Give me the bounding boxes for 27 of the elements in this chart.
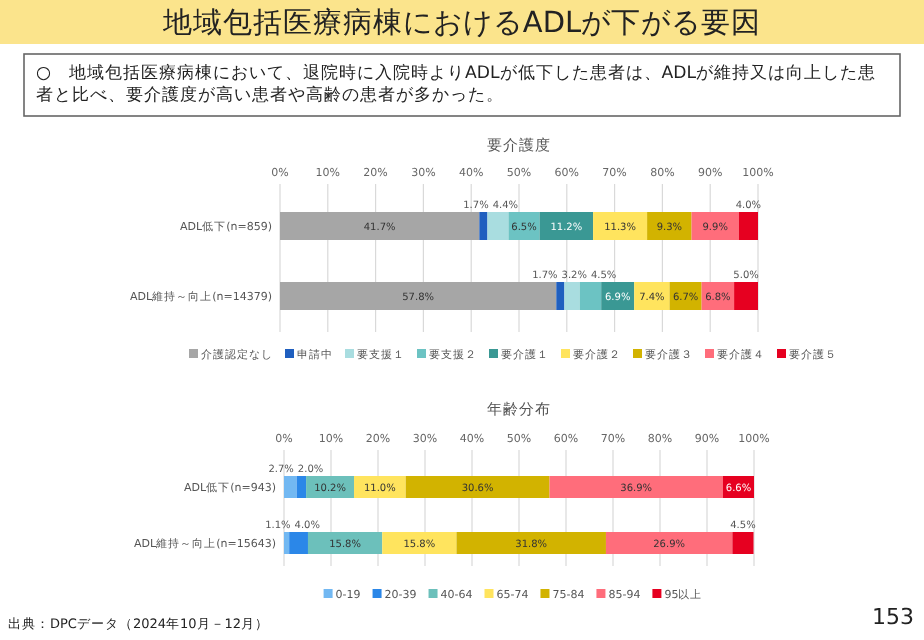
bar bbox=[289, 532, 308, 554]
bar bbox=[284, 532, 290, 554]
text: 153 bbox=[872, 604, 914, 630]
text: 地域包括医療病棟におけるADLが下がる要因 bbox=[160, 6, 762, 40]
bar bbox=[549, 476, 723, 498]
bar bbox=[647, 212, 692, 240]
bar bbox=[734, 282, 758, 310]
bar bbox=[405, 476, 550, 498]
bar bbox=[539, 212, 594, 240]
bar bbox=[487, 212, 509, 240]
bar bbox=[382, 532, 457, 554]
bar bbox=[556, 282, 565, 310]
bar bbox=[296, 476, 307, 498]
bar bbox=[579, 282, 602, 310]
text: ○ 地域包括医療病棟において、退院時に入院時よりADLが低下した患者は、ADLが維持又は向上した患者と比べ、要介護度が高い患者や高齢の患者が多かった。 bbox=[36, 62, 877, 106]
bar bbox=[307, 532, 383, 554]
bar bbox=[593, 212, 648, 240]
bar bbox=[605, 532, 733, 554]
bar bbox=[479, 212, 488, 240]
bar bbox=[284, 476, 297, 498]
bar bbox=[732, 532, 754, 554]
bar bbox=[564, 282, 580, 310]
bar bbox=[738, 212, 758, 240]
bar bbox=[280, 212, 480, 240]
bar bbox=[456, 532, 606, 554]
bar bbox=[280, 282, 557, 310]
bar bbox=[634, 282, 670, 310]
